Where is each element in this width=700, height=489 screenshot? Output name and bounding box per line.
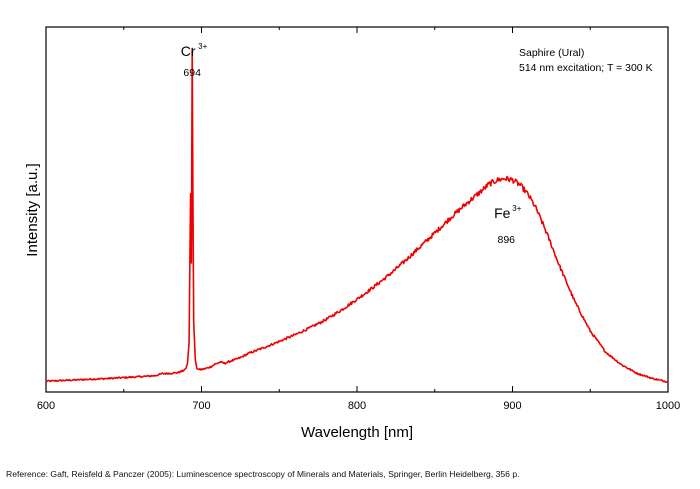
x-tick-label: 600 [37, 400, 55, 412]
annotation-peak-label: 896 [498, 234, 516, 246]
plot-border [45, 26, 669, 393]
series-layer [45, 47, 669, 383]
annotation-ion-label: Cr [181, 43, 196, 59]
annotation-peak-label: 694 [183, 67, 201, 79]
plot-frame [45, 26, 669, 393]
x-axis-ticks: 600 700 800 900 1000 [37, 27, 680, 412]
x-tick-label: 700 [192, 400, 210, 412]
info-box: Saphire (Ural) 514 nm excitation; T = 300… [519, 47, 653, 74]
spectrum-series-line [45, 47, 669, 383]
x-tick-label: 1000 [656, 400, 680, 412]
x-axis-title: Wavelength [nm] [301, 424, 413, 441]
reference-note: Reference: Gaft, Reisfeld & Panczer (200… [6, 469, 520, 479]
annotation-charge-label: 3+ [198, 42, 207, 51]
annotation-charge-label: 3+ [512, 204, 521, 213]
y-axis-title: Intensity [a.u.] [24, 163, 41, 256]
x-tick-label: 800 [348, 400, 366, 412]
info-line: 514 nm excitation; T = 300 K [519, 62, 653, 74]
annotation-ion-label: Fe [494, 205, 511, 221]
info-line: Saphire (Ural) [519, 47, 584, 59]
x-tick-label: 900 [503, 400, 521, 412]
